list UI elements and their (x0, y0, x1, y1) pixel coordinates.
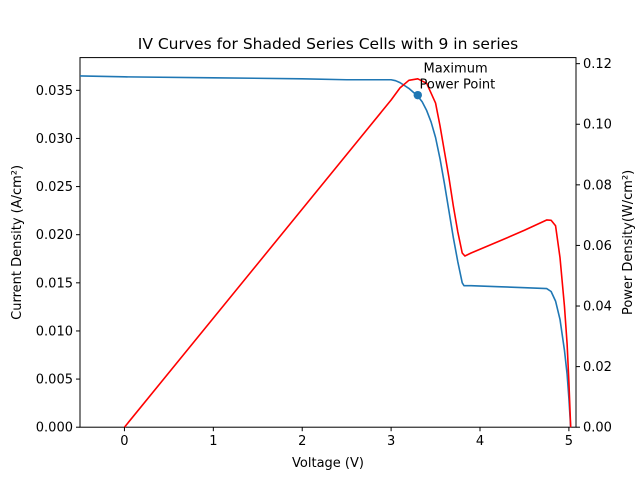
y2-axis-label: Power Density(W/cm²) (621, 170, 636, 315)
y-tick-label: 0.020 (36, 228, 73, 243)
x-tick-label: 1 (209, 434, 217, 449)
y-tick-label: 0.025 (36, 180, 73, 195)
x-axis-label: Voltage (V) (292, 456, 364, 471)
y2-tick-label: 0.00 (583, 421, 612, 436)
y-axis-label: Current Density (A/cm²) (10, 165, 25, 320)
ticks-layer: 0 1 2 3 4 5 0.000 0.005 0.010 0.015 0.020 0.025 0.03… (36, 57, 612, 449)
y2-tick-label: 0.12 (583, 57, 612, 72)
max-power-point-annotation: Maximum (424, 61, 488, 76)
y-tick-label: 0.000 (36, 421, 73, 436)
x-tick-label: 2 (298, 434, 306, 449)
current-density-line (79, 75, 572, 428)
y-tick-label: 0.035 (36, 84, 73, 99)
y-tick-label: 0.005 (36, 373, 73, 388)
y-tick-label: 0.010 (36, 324, 73, 339)
y2-tick-label: 0.08 (583, 178, 612, 193)
series-layer (79, 75, 572, 428)
x-tick-label: 4 (476, 434, 484, 449)
y2-tick-label: 0.02 (583, 360, 612, 375)
y2-tick-label: 0.10 (583, 118, 612, 133)
max-power-point-annotation: Power Point (420, 77, 496, 92)
plot-frame (79, 57, 577, 428)
x-tick-label: 3 (387, 434, 395, 449)
x-tick-label: 5 (565, 434, 573, 449)
y-tick-label: 0.015 (36, 276, 73, 291)
chart-title: IV Curves for Shaded Series Cells with 9… (138, 35, 519, 53)
max-power-point-marker (413, 90, 422, 100)
y2-tick-label: 0.06 (583, 239, 612, 254)
y2-tick-label: 0.04 (583, 300, 612, 315)
x-tick-label: 0 (120, 434, 128, 449)
power-density-line (123, 78, 572, 428)
y-tick-label: 0.030 (36, 132, 73, 147)
